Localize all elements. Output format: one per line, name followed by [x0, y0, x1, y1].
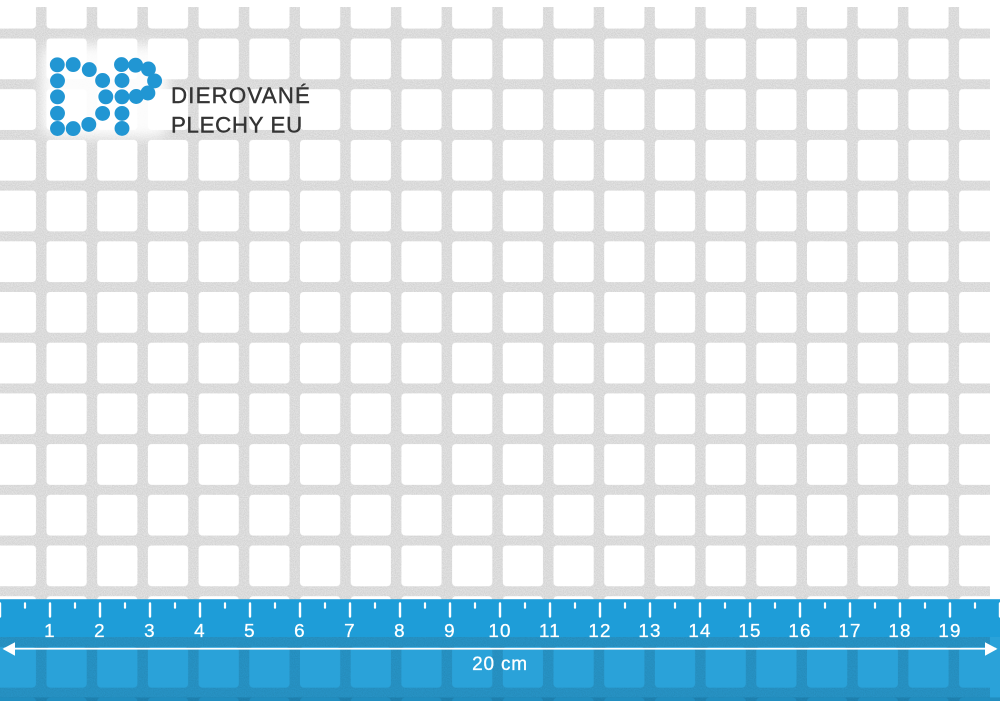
- svg-text:11: 11: [539, 620, 561, 641]
- svg-text:5: 5: [244, 620, 256, 641]
- svg-text:16: 16: [788, 620, 811, 641]
- svg-text:20 cm: 20 cm: [472, 654, 528, 675]
- svg-text:DIEROVANÉ: DIEROVANÉ: [171, 83, 311, 108]
- svg-text:9: 9: [444, 620, 456, 641]
- svg-text:18: 18: [888, 620, 911, 641]
- svg-text:1: 1: [44, 620, 56, 641]
- svg-text:10: 10: [488, 620, 511, 641]
- svg-text:19: 19: [938, 620, 961, 641]
- svg-text:17: 17: [838, 620, 861, 641]
- svg-text:12: 12: [588, 620, 611, 641]
- svg-text:PLECHY EU: PLECHY EU: [171, 112, 303, 137]
- svg-text:4: 4: [194, 620, 206, 641]
- svg-text:15: 15: [738, 620, 761, 641]
- svg-text:7: 7: [344, 620, 356, 641]
- svg-text:14: 14: [688, 620, 711, 641]
- svg-text:3: 3: [144, 620, 156, 641]
- svg-text:13: 13: [638, 620, 661, 641]
- svg-text:8: 8: [394, 620, 406, 641]
- svg-text:2: 2: [94, 620, 106, 641]
- svg-text:6: 6: [294, 620, 306, 641]
